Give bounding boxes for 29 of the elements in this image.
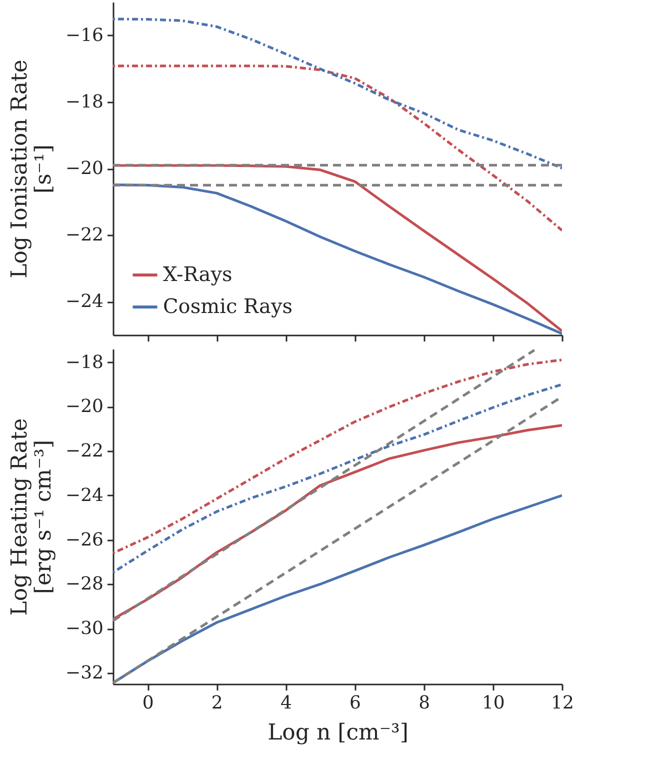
line-series: [113, 64, 562, 232]
line-series: [113, 383, 562, 574]
y-tick-label: −18: [66, 91, 104, 112]
y-tick-label: −24: [66, 291, 104, 312]
line-series: [113, 18, 562, 170]
x-tick-label: 12: [551, 692, 574, 714]
line-series: [113, 358, 562, 554]
legend-label: X-Rays: [163, 262, 232, 286]
y-tick-label: −26: [66, 529, 104, 550]
y-tick-label: −18: [66, 352, 104, 373]
x-axis-title: Log n [cm⁻³]: [268, 720, 408, 746]
y-tick-label: −28: [66, 574, 104, 595]
x-tick-label: 2: [211, 692, 223, 714]
legend-label: Cosmic Rays: [163, 294, 293, 318]
y-tick-label: −22: [66, 224, 104, 246]
y-axis-title: Log Ionisation Rate [s⁻¹]: [8, 60, 57, 278]
x-tick-label: 6: [350, 692, 361, 714]
y-tick-label: −30: [66, 618, 104, 640]
y-tick-label: −24: [66, 484, 104, 506]
y-tick-label: −32: [66, 662, 104, 684]
x-tick-label: 8: [418, 692, 430, 714]
y-axis-title: Log Heating Rate [erg s⁻¹ cm⁻³]: [8, 418, 57, 616]
x-tick-label: 10: [482, 692, 505, 714]
x-tick-label: 4: [280, 692, 292, 714]
y-tick-label: −20: [66, 396, 104, 418]
x-tick-label: 0: [142, 692, 154, 714]
y-tick-label: −16: [66, 24, 104, 46]
y-tick-label: −22: [66, 440, 104, 462]
y-tick-label: −20: [66, 158, 104, 179]
